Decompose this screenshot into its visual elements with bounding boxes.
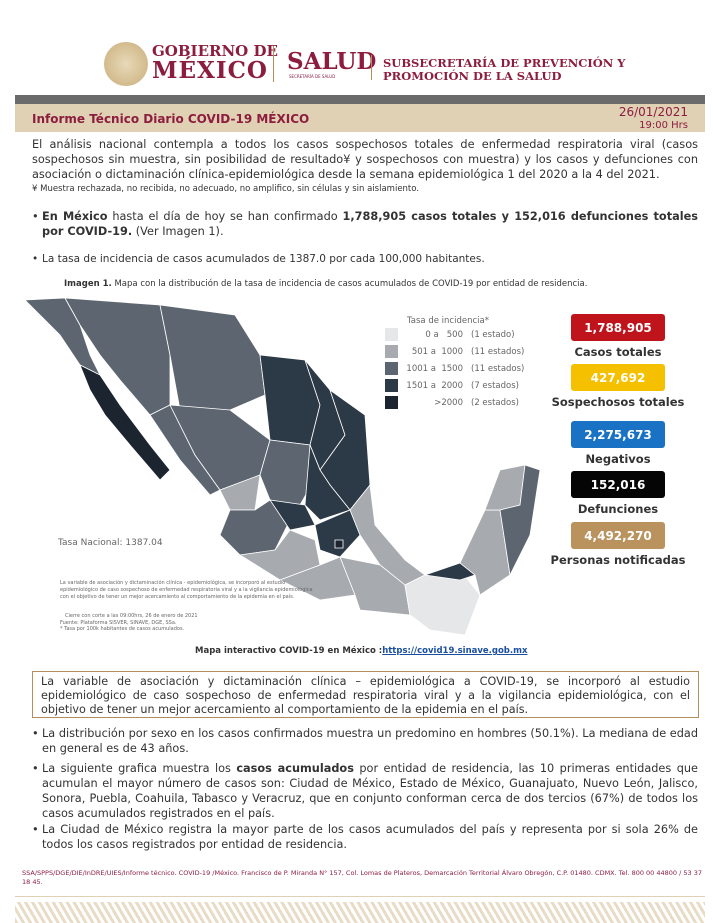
date: 26/01/2021 [618, 105, 688, 119]
bullet-item: La siguiente grafica muestra los casos a… [32, 761, 698, 821]
gob-line1: GOBIERNO DE [152, 42, 278, 60]
state-chihuahua [159, 304, 266, 411]
stat-label: Defunciones [577, 502, 659, 516]
legend-swatch [385, 328, 398, 341]
legend-item: 1001 a 1500 (11 estados) [385, 360, 524, 377]
report-title: Informe Técnico Diario COVID-19 MÉXICO [32, 112, 310, 126]
subsec-line1: SUBSECRETARÍA DE PREVENCIÓN Y [383, 56, 626, 70]
legend-item: 0 a 500 (1 estado) [385, 326, 524, 343]
stat-box: 427,692 [571, 364, 665, 391]
time: 19:00 Hrs [639, 120, 688, 131]
footer-divider [15, 896, 705, 897]
map-link[interactable]: https://covid19.sinave.gob.mx [382, 646, 528, 656]
bullet-incidence: La tasa de incidencia de casos acumulado… [32, 252, 698, 267]
note-box: La variable de asociación y dictaminació… [32, 671, 699, 718]
state-center [314, 509, 361, 558]
state-jalisco [219, 499, 291, 556]
subsec-line2: PROMOCIÓN DE LA SALUD [383, 69, 562, 83]
intro-paragraph: El análisis nacional contempla a todos l… [32, 138, 698, 181]
stat-box: 1,788,905 [571, 314, 665, 341]
header-bar [15, 95, 705, 104]
legend-range: 1001 a 1500 [406, 363, 463, 374]
map-source: Cierre con corte a las 09:00hrs, 26 de e… [60, 613, 198, 632]
stat-label: Personas notificadas [550, 553, 686, 567]
salud-logo: SALUD [287, 48, 377, 75]
stat-box: 4,492,270 [571, 522, 665, 549]
map-legend: Tasa de incidencia* 0 a 500 (1 estado) 501… [385, 316, 524, 411]
legend-swatch [385, 362, 398, 375]
legend-count: (11 estados) [471, 346, 525, 357]
stat-box: 2,275,673 [571, 421, 665, 448]
state-yucatan [484, 464, 526, 511]
legend-range: 501 a 1000 [411, 346, 463, 357]
state-quintana-roo [499, 464, 540, 577]
stat-label: Casos totales [574, 345, 662, 359]
decorative-pattern [15, 902, 705, 923]
footer-address: SSA/SPPS/DGE/DIE/InDRE/UIES/Informe técn… [22, 869, 702, 886]
stat-box: 152,016 [571, 471, 665, 498]
mexico-incidence-map [24, 297, 540, 636]
legend-swatch [385, 396, 398, 409]
legend-range: >2000 [434, 397, 463, 408]
divider [371, 55, 372, 80]
gobierno-logo-text: GOBIERNO DE MÉXICO [152, 42, 278, 84]
report-date: 26/01/2021 19:00 Hrs [619, 106, 688, 132]
legend-item: 1501 a 2000 (7 estados) [385, 377, 524, 394]
bullet-confirmed: En México hasta el día de hoy se han con… [32, 209, 698, 239]
legend-item: 501 a 1000 (11 estados) [385, 343, 524, 360]
subsecretaria-title: SUBSECRETARÍA DE PREVENCIÓN Y PROMOCIÓN D… [383, 57, 626, 83]
state-baja-california-sur [79, 364, 171, 481]
state-cdmx [334, 539, 344, 549]
divider [273, 46, 274, 82]
salud-sub: SECRETARÍA DE SALUD [289, 74, 336, 79]
bullet-item: La Ciudad de México registra la mayor pa… [32, 822, 698, 852]
legend-count: (1 estado) [471, 329, 515, 340]
map-link-line: Mapa interactivo COVID-19 en México :htt… [195, 646, 528, 656]
legend-count: (2 estados) [471, 397, 519, 408]
national-rate: Tasa Nacional: 1387.04 [58, 538, 163, 548]
figure-caption: Imagen 1. Mapa con la distribución de la… [64, 279, 588, 289]
legend-count: (7 estados) [471, 380, 519, 391]
state-chiapas [404, 569, 481, 636]
gobierno-seal-logo [104, 42, 148, 86]
title-bar [15, 104, 705, 132]
footnote: ¥ Muestra rechazada, no recibida, no ade… [32, 184, 420, 194]
stat-label: Negativos [585, 452, 651, 466]
legend-swatch [385, 379, 398, 392]
stat-label: Sospechosos totales [551, 395, 685, 409]
legend-range: 0 a 500 [425, 329, 463, 340]
legend-range: 1501 a 2000 [406, 380, 463, 391]
legend-title: Tasa de incidencia* [407, 316, 489, 326]
gob-line2: MÉXICO [152, 57, 268, 84]
map-note: La variable de asociación y dictaminació… [60, 580, 313, 600]
legend-count: (11 estados) [471, 363, 525, 374]
bullet-item: La distribución por sexo en los casos co… [32, 726, 698, 756]
legend-item: >2000 (2 estados) [385, 394, 524, 411]
legend-swatch [385, 345, 398, 358]
